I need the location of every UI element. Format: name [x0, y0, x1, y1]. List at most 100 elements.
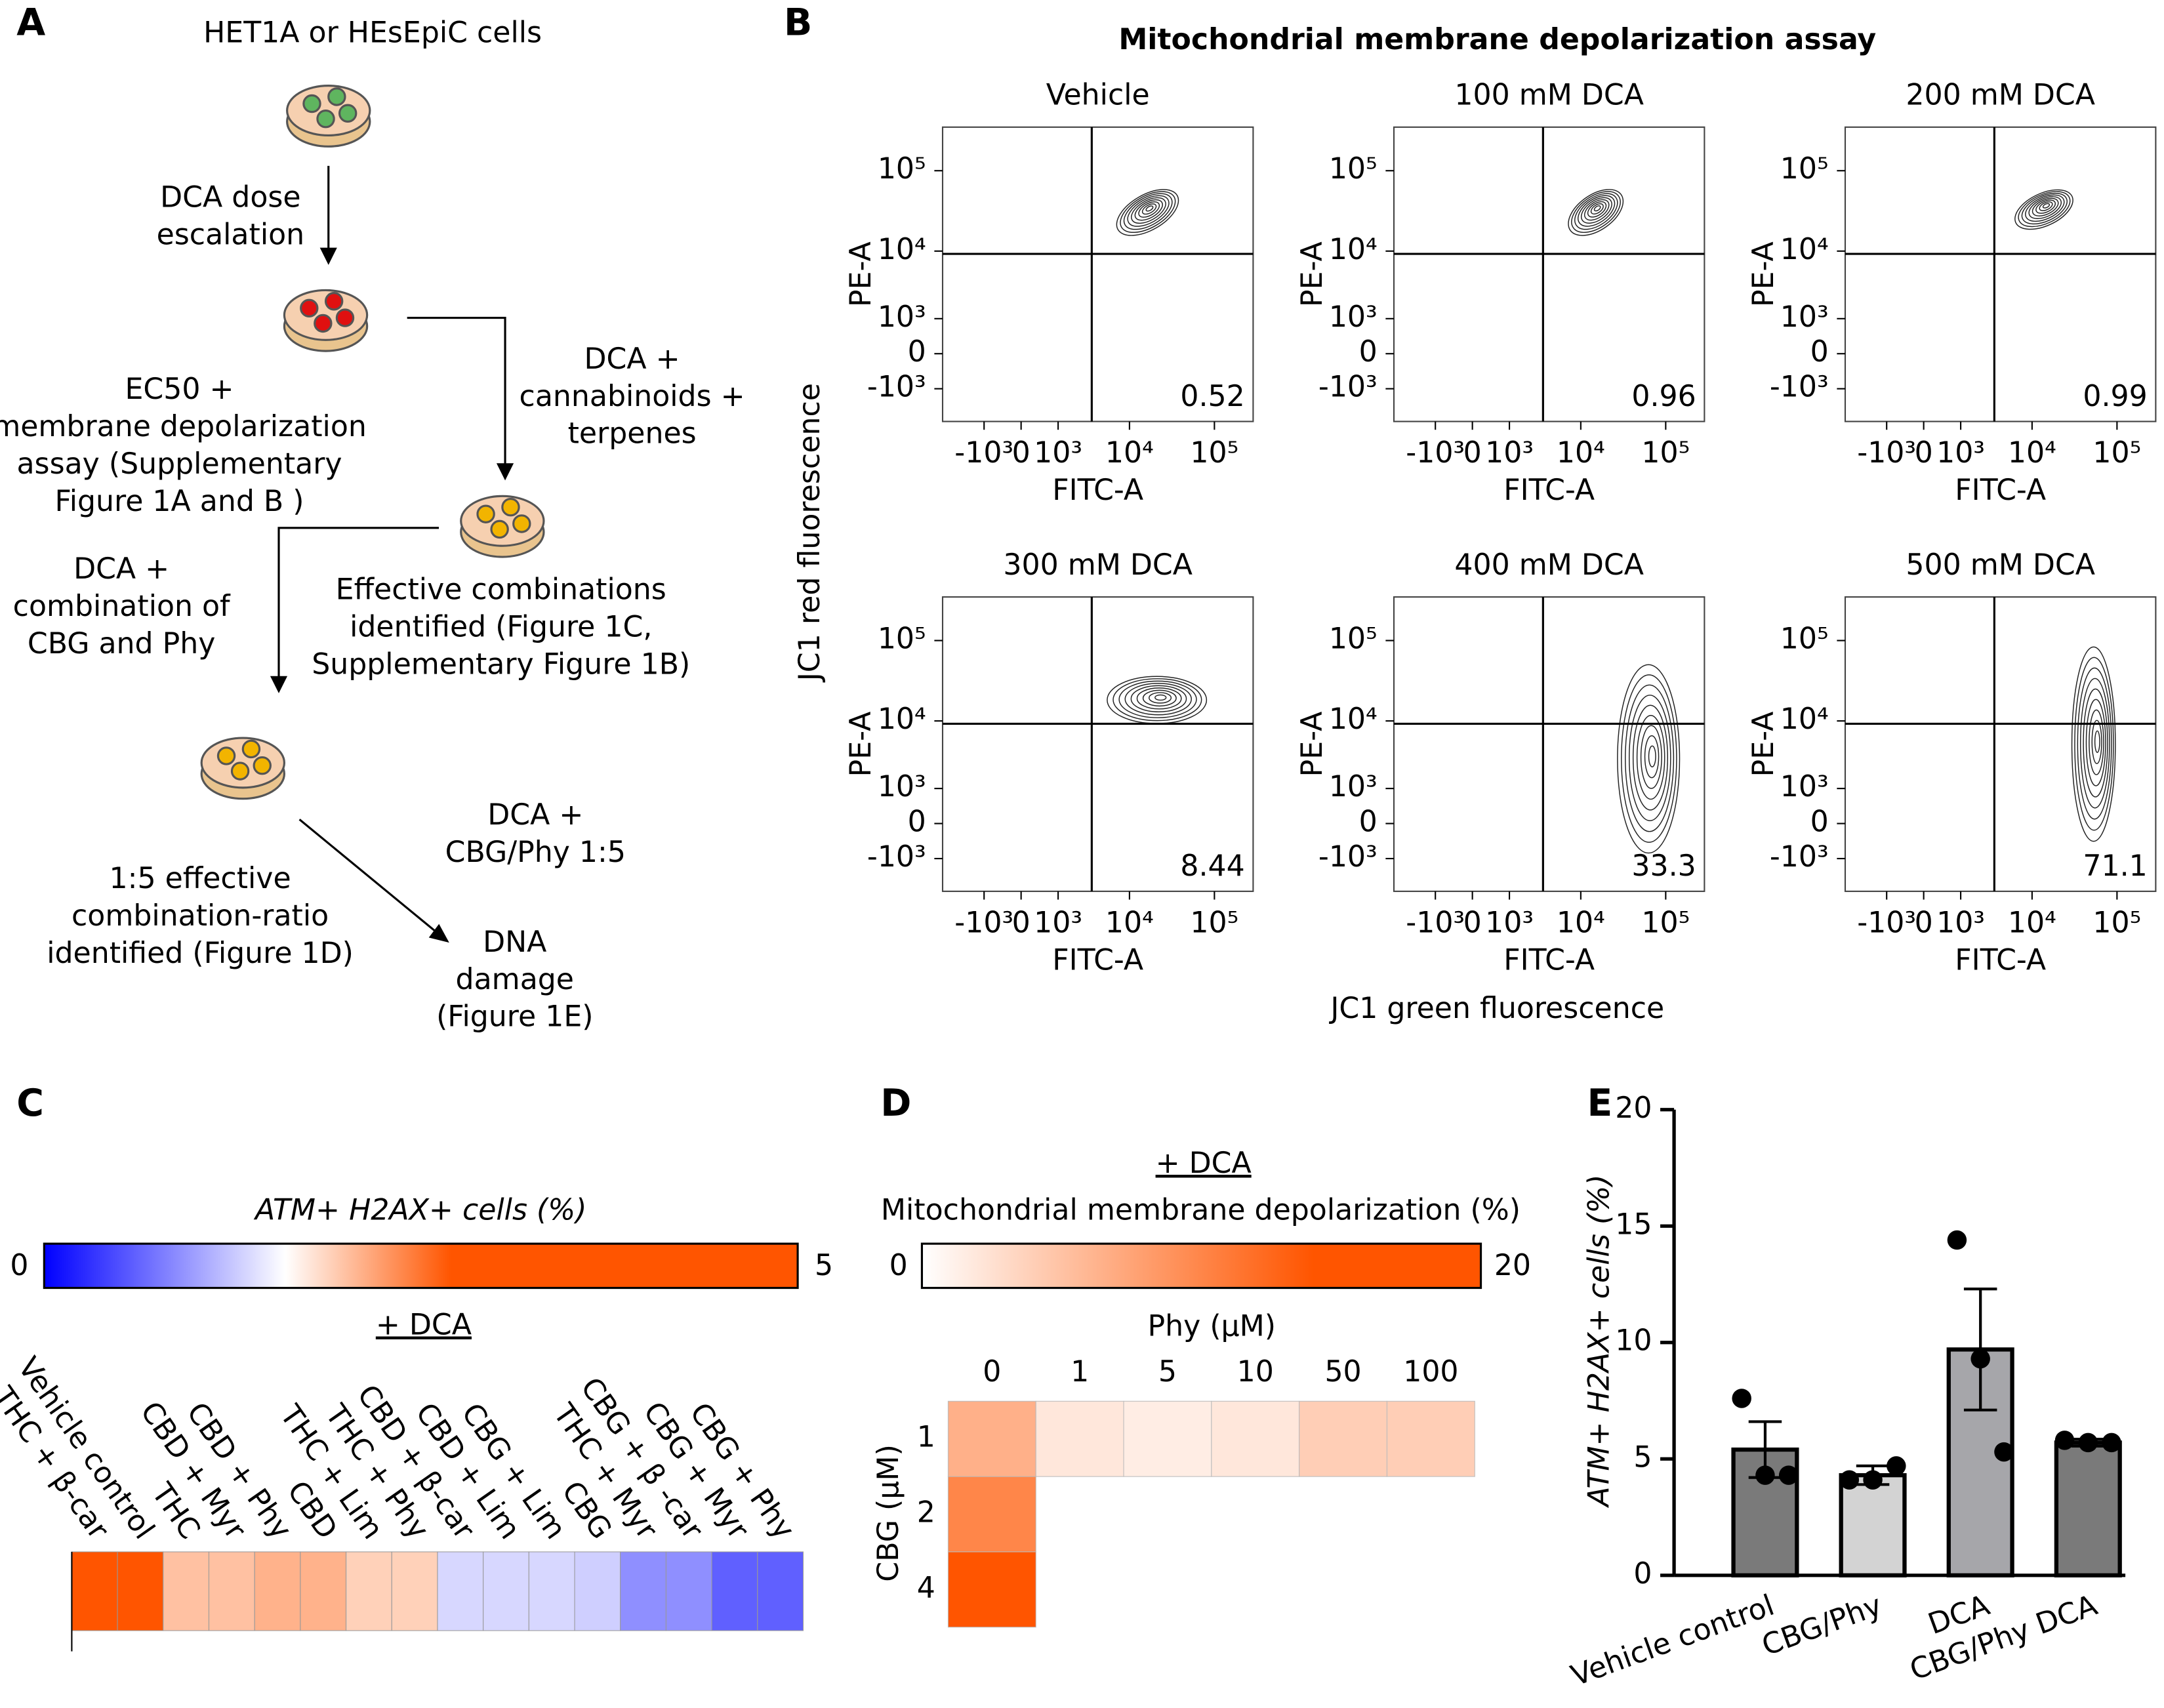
x-tick-label: 10³ [1485, 906, 1534, 939]
x-tick-label: 10³ [1485, 436, 1534, 470]
x-tick-label: 10⁴ [1557, 436, 1605, 470]
heatmap-cell [254, 1551, 301, 1631]
heatmap-cell [1035, 1400, 1124, 1477]
contour [1138, 201, 1160, 218]
contour [1123, 193, 1173, 230]
data-point [2102, 1433, 2121, 1453]
dish [460, 495, 545, 558]
y-tick-label: 10³ [1780, 770, 1829, 803]
contour [2014, 189, 2073, 230]
x-tick-label: 10⁴ [1105, 906, 1154, 939]
x-tick-label: 0 [1915, 906, 1933, 939]
chart-title: Mitochondrial membrane depolarization as… [1118, 23, 1876, 56]
heatmap-cell [620, 1551, 666, 1631]
y-tick-label: 0 [908, 335, 926, 369]
heatmap-cell [163, 1551, 210, 1631]
y-tick-label: 10⁵ [1780, 152, 1829, 186]
step-label: DCA dose [160, 180, 300, 214]
x-tick-label: CBG/Phy [1757, 1589, 1886, 1663]
plot-frame [941, 596, 1254, 892]
data-point [2078, 1433, 2098, 1453]
heatmap-cell [757, 1551, 804, 1631]
step-label: assay (Supplementary [16, 447, 342, 481]
heatmap-cell [947, 1400, 1036, 1477]
subtitle: + DCA [376, 1309, 472, 1342]
x-axis-label: FITC-A [1503, 943, 1595, 977]
x-tick-label: 10⁵ [2093, 436, 2141, 470]
column-label: 1 [1071, 1355, 1089, 1389]
contour [1571, 191, 1621, 234]
data-point [1839, 1470, 1860, 1490]
contour [2031, 197, 2059, 216]
colorbar-min: 0 [10, 1249, 28, 1282]
contour [1136, 687, 1182, 710]
y-axis-label: ATM+ H2AX+ cells (%) [1583, 1174, 1616, 1508]
y-tick-label: 0 [1359, 335, 1378, 369]
contour [1127, 195, 1170, 227]
step-label: CBG and Phy [28, 627, 216, 661]
heatmap-cell [947, 1476, 1036, 1553]
flow-arrows [270, 165, 514, 943]
x-tick-label: 10⁵ [1190, 436, 1238, 470]
contour [1581, 197, 1612, 224]
heatmap-cell [346, 1551, 392, 1631]
contour [2083, 688, 2108, 798]
y-tick-label: 10³ [1329, 300, 1378, 334]
step-label: EC50 + [125, 373, 234, 406]
x-tick-label: -10³ [954, 436, 1013, 470]
contour [2074, 657, 2114, 831]
y-tick-label: -10³ [867, 840, 926, 874]
step-label: identified (Figure 1D) [47, 937, 354, 970]
x-axis-label: FITC-A [1503, 474, 1595, 507]
contour [1621, 674, 1677, 843]
row-label: 1 [917, 1421, 935, 1454]
heatmap-cell [711, 1551, 758, 1631]
data-point [1887, 1456, 1906, 1476]
data-point [1970, 1349, 1990, 1369]
contour [1568, 189, 1624, 236]
dishes [200, 85, 545, 800]
plot-title: 500 mM DCA [1906, 548, 2095, 582]
panel-letter: E [1587, 1082, 1613, 1125]
x-tick-label: -10³ [1857, 906, 1916, 939]
panel-letter: B [784, 1, 812, 45]
data-point [1863, 1470, 1883, 1490]
heatmap-cell [574, 1551, 621, 1631]
panel-letter: D [880, 1082, 911, 1125]
contour [1134, 199, 1163, 221]
heatmap-cell [300, 1551, 347, 1631]
contour [1640, 725, 1662, 789]
y-axis-label: PE-A [1296, 712, 1329, 777]
contour [1583, 199, 1610, 221]
step-label: DCA + [584, 342, 680, 376]
contour [2039, 201, 2053, 211]
heatmap-cell [117, 1551, 164, 1631]
contour [1617, 664, 1681, 854]
x-axis-label: FITC-A [1052, 474, 1143, 507]
data-point [1994, 1442, 2014, 1462]
x-tick-label: 0 [1463, 906, 1482, 939]
step-label: Effective combinations [336, 573, 666, 607]
y-tick-label: -10³ [1770, 371, 1829, 404]
colorbar [43, 1242, 799, 1290]
x-axis-label: FITC-A [1955, 474, 2046, 507]
bar [1839, 1473, 1907, 1577]
y-tick-label: 10³ [1329, 770, 1378, 803]
y-tick-label: -10³ [867, 371, 926, 404]
y-axis-label: PE-A [844, 712, 878, 777]
colorbar-title: Mitochondrial membrane depolarization (%… [881, 1194, 1521, 1227]
contour [2018, 191, 2071, 228]
step-label: membrane depolarization [0, 410, 367, 443]
x-axis-label: Phy (µM) [1148, 1310, 1276, 1343]
plot-frame [941, 126, 1254, 422]
y-tick-label: 0 [1810, 805, 1829, 839]
step-label: combination-ratio [71, 899, 329, 933]
step-label: CBG/Phy 1:5 [445, 836, 626, 869]
contour [1113, 678, 1202, 722]
colorbar-max: 20 [1494, 1249, 1531, 1282]
heatmap-cell [483, 1551, 529, 1631]
plot-title: Vehicle [1046, 78, 1150, 112]
y-axis-title: JC1 red fluorescence [793, 383, 827, 683]
x-tick-label: 10⁵ [1641, 436, 1690, 470]
